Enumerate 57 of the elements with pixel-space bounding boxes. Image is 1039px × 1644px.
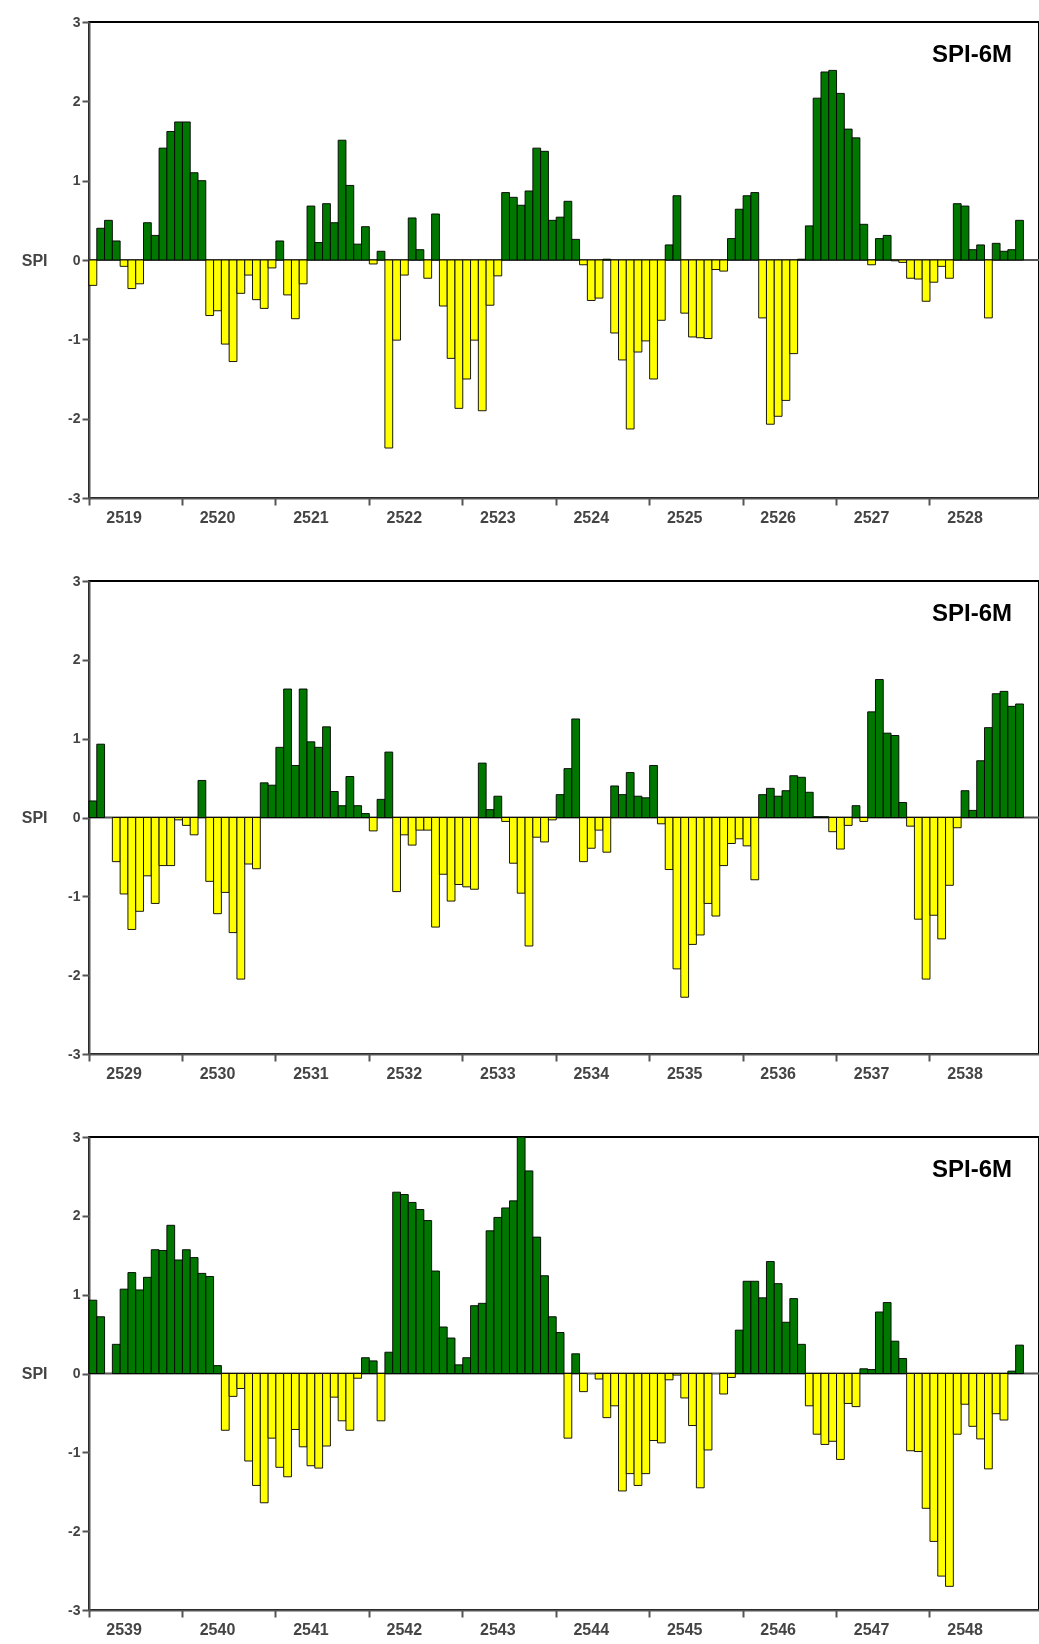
x-tick-label: 2525 [666,508,703,526]
x-tick-label: 2540 [199,1620,236,1638]
x-tick-label: 2520 [199,508,236,526]
y-tick-label: -2 [68,1522,81,1539]
y-tick-label: 2 [72,1207,81,1224]
y-axis-title: SPI [21,1365,48,1382]
text: SPI-6M [931,40,1012,67]
y-tick-label: -3 [68,1045,81,1062]
x-tick-label: 2529 [106,1064,142,1082]
x-tick-label: 2532 [386,1064,423,1082]
y-axis-title: SPI [21,251,48,269]
y-tick-label: 1 [72,172,81,189]
x-tick-label: 2541 [293,1620,329,1638]
x-tick-label: 2538 [947,1064,983,1082]
y-tick-label: -2 [68,966,81,983]
x-tick-label: 2522 [386,508,423,526]
y-tick-label: 0 [72,1365,81,1381]
x-tick-label: 2548 [947,1620,983,1638]
y-tick-label: 3 [72,572,81,589]
text: SPI-6M [931,1155,1012,1182]
y-tick-label: -3 [68,1601,81,1618]
x-tick-label: 2533 [480,1064,516,1082]
x-tick-label: 2530 [199,1064,236,1082]
x-tick-label: 2528 [947,508,983,526]
y-tick-label: -1 [68,330,81,347]
y-tick-label: -1 [68,887,81,904]
y-tick-label: -1 [68,1443,81,1460]
y-tick-label: 1 [72,1286,81,1303]
y-tick-label: 0 [72,251,81,268]
x-tick-label: 2523 [480,508,516,526]
x-tick-label: 2535 [666,1064,703,1082]
x-tick-label: 2546 [760,1620,797,1638]
x-tick-label: 2545 [666,1620,703,1638]
x-tick-label: 2543 [480,1620,516,1638]
x-tick-label: 2542 [386,1620,423,1638]
y-tick-label: 1 [72,730,81,747]
x-tick-label: 2519 [106,508,142,526]
x-tick-label: 2536 [760,1064,797,1082]
x-tick-label: 2531 [293,1064,329,1082]
text: SPI-6M [931,599,1012,626]
x-tick-label: 2521 [293,508,329,526]
y-tick-label: 3 [72,1128,81,1145]
x-tick-label: 2537 [853,1064,890,1082]
y-axis-title: SPI [21,809,48,826]
y-tick-label: 0 [72,809,81,825]
y-tick-label: 3 [72,13,81,30]
y-tick-label: -3 [68,489,81,506]
y-tick-label: 2 [72,651,81,668]
x-tick-label: 2527 [853,508,890,526]
x-tick-label: 2539 [106,1620,142,1638]
x-tick-label: 2547 [853,1620,890,1638]
y-tick-label: 2 [72,92,81,109]
y-tick-label: -2 [68,410,81,427]
x-tick-label: 2544 [573,1620,610,1638]
x-tick-label: 2526 [760,508,797,526]
x-tick-label: 2534 [573,1064,610,1082]
x-tick-label: 2524 [573,508,610,526]
